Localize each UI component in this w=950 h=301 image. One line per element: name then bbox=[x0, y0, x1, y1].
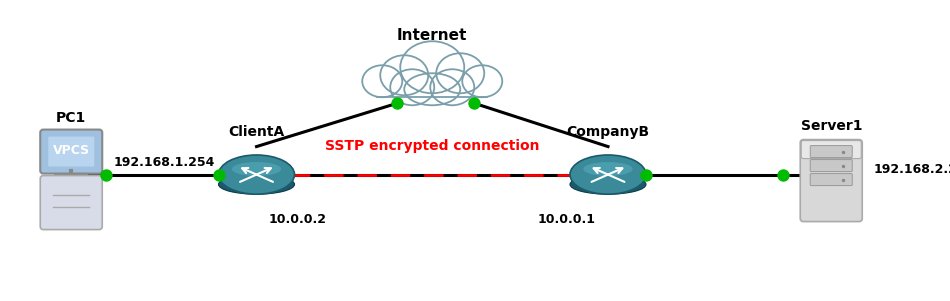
Ellipse shape bbox=[436, 53, 484, 93]
Text: VPCS: VPCS bbox=[52, 144, 90, 157]
Text: PC1: PC1 bbox=[56, 110, 86, 125]
FancyBboxPatch shape bbox=[800, 140, 863, 222]
Point bbox=[836, 163, 851, 168]
Ellipse shape bbox=[463, 65, 503, 97]
Ellipse shape bbox=[218, 155, 294, 194]
Text: Internet: Internet bbox=[397, 28, 467, 43]
FancyBboxPatch shape bbox=[810, 174, 852, 186]
Point bbox=[836, 177, 851, 182]
Point bbox=[638, 172, 654, 177]
Ellipse shape bbox=[232, 162, 281, 176]
Text: 10.0.0.2: 10.0.0.2 bbox=[269, 213, 327, 225]
Point bbox=[99, 172, 114, 177]
FancyBboxPatch shape bbox=[40, 129, 103, 174]
Point bbox=[390, 101, 405, 106]
FancyBboxPatch shape bbox=[801, 141, 862, 159]
Text: ClientA: ClientA bbox=[228, 125, 285, 138]
FancyBboxPatch shape bbox=[810, 146, 852, 158]
Point bbox=[836, 149, 851, 154]
Point bbox=[211, 172, 226, 177]
Ellipse shape bbox=[400, 41, 465, 93]
Ellipse shape bbox=[380, 55, 428, 95]
Text: Server1: Server1 bbox=[801, 119, 862, 132]
Ellipse shape bbox=[390, 69, 434, 105]
Ellipse shape bbox=[583, 162, 633, 176]
Point bbox=[466, 101, 482, 106]
FancyBboxPatch shape bbox=[810, 160, 852, 172]
Ellipse shape bbox=[362, 65, 402, 97]
Text: 10.0.0.1: 10.0.0.1 bbox=[538, 213, 596, 225]
Point bbox=[775, 172, 790, 177]
FancyBboxPatch shape bbox=[40, 175, 103, 230]
Ellipse shape bbox=[430, 69, 474, 105]
FancyBboxPatch shape bbox=[48, 137, 94, 166]
FancyBboxPatch shape bbox=[377, 75, 487, 97]
Ellipse shape bbox=[218, 175, 294, 194]
Ellipse shape bbox=[405, 73, 460, 105]
Text: CompanyB: CompanyB bbox=[566, 125, 650, 138]
Text: SSTP encrypted connection: SSTP encrypted connection bbox=[325, 138, 540, 153]
Ellipse shape bbox=[570, 155, 646, 194]
Text: 192.168.2.254: 192.168.2.254 bbox=[873, 163, 950, 176]
Ellipse shape bbox=[570, 175, 646, 194]
Text: 192.168.1.254: 192.168.1.254 bbox=[113, 156, 215, 169]
